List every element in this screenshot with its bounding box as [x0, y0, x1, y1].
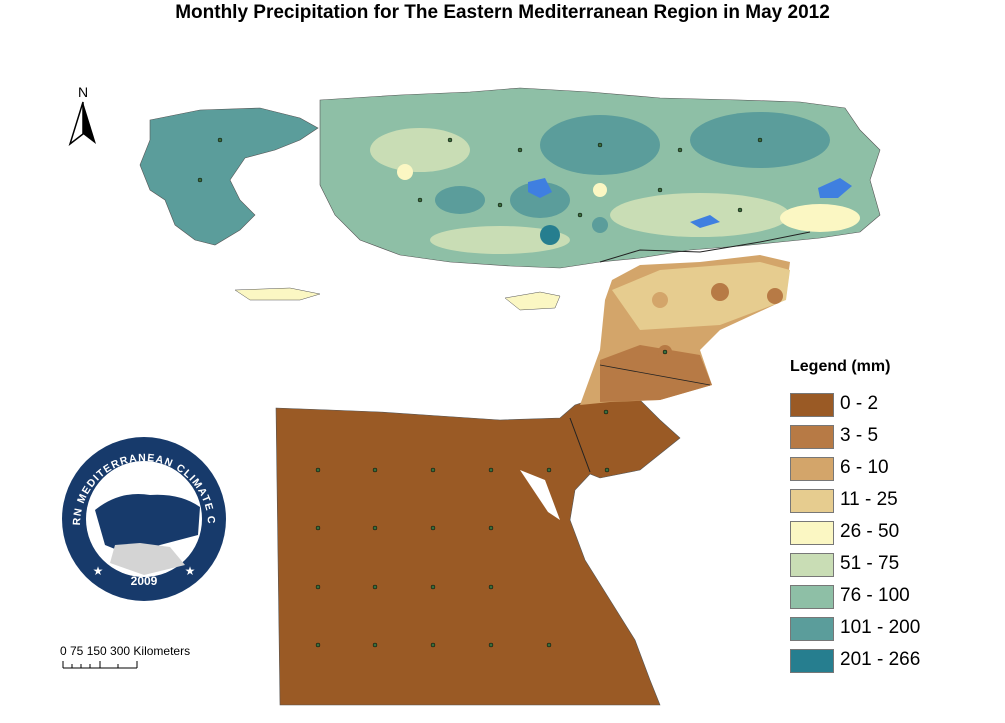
svg-text:★: ★	[185, 564, 196, 578]
legend-swatch	[790, 489, 834, 513]
north-label: N	[78, 84, 89, 100]
scale-bar-label: 0 75 150 300 Kilometers	[60, 644, 191, 658]
legend-label: 11 - 25	[840, 489, 898, 510]
legend-title: Legend (mm)	[790, 358, 891, 375]
scale-bar	[62, 661, 138, 669]
legend-swatch	[790, 457, 834, 481]
egypt-region	[275, 399, 681, 706]
north-arrow-icon	[68, 101, 96, 146]
emcc-logo: 2009 ★ ★ EASTERN MEDITERRANEAN CLIMATE C…	[60, 435, 226, 601]
legend-label: 0 - 2	[840, 393, 879, 414]
legend-swatch	[790, 585, 834, 609]
logo-year: 2009	[131, 574, 158, 588]
map-title: Monthly Precipitation for The Eastern Me…	[175, 2, 830, 23]
greece-region	[139, 107, 319, 246]
legend-label: 101 - 200	[840, 617, 921, 638]
legend-swatch	[790, 521, 834, 545]
svg-text:★: ★	[93, 564, 104, 578]
legend-label: 6 - 10	[840, 457, 889, 478]
legend-label: 51 - 75	[840, 553, 900, 574]
legend-swatch	[790, 617, 834, 641]
legend-label: 3 - 5	[840, 425, 879, 446]
legend-label: 76 - 100	[840, 585, 910, 606]
legend-swatch	[790, 553, 834, 577]
legend-label: 26 - 50	[840, 521, 900, 542]
legend-label: 201 - 266	[840, 649, 921, 670]
legend-swatch	[790, 425, 834, 449]
legend-swatch	[790, 393, 834, 417]
legend-swatch	[790, 649, 834, 673]
